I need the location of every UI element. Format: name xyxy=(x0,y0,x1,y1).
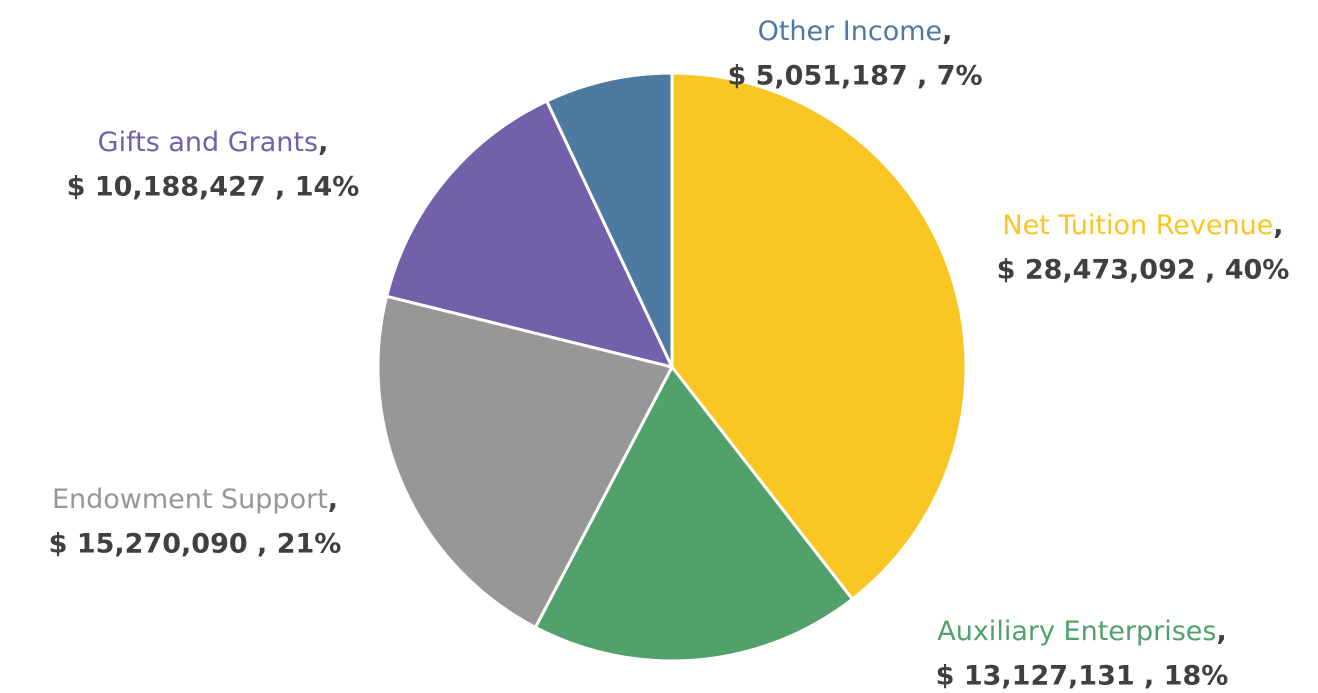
slice-name-label: Other Income, xyxy=(758,16,953,47)
category-name: Net Tuition Revenue xyxy=(1002,210,1273,241)
label-separator: , xyxy=(1216,616,1226,647)
category-name: Other Income xyxy=(758,16,943,47)
slice-value-label: $ 10,188,427 , 14% xyxy=(67,172,360,203)
slice-value-label: $ 15,270,090 , 21% xyxy=(49,529,342,560)
category-name: Gifts and Grants xyxy=(98,127,318,158)
label-separator: , xyxy=(318,127,328,158)
label-separator: , xyxy=(328,484,338,515)
category-name: Endowment Support xyxy=(52,484,328,515)
slice-name-label: Endowment Support, xyxy=(52,484,338,515)
pie-slice xyxy=(533,364,855,663)
slice-name-label: Net Tuition Revenue, xyxy=(1002,210,1283,241)
pie-slice xyxy=(544,71,674,368)
pie-slice xyxy=(384,99,675,370)
slice-name-label: Gifts and Grants, xyxy=(98,127,329,158)
label-separator: , xyxy=(942,16,952,47)
slice-value-label: $ 13,127,131 , 18% xyxy=(936,661,1229,692)
label-separator: , xyxy=(1273,210,1283,241)
pie-slice xyxy=(376,294,675,630)
slice-name-label: Auxiliary Enterprises, xyxy=(937,616,1227,647)
slice-value-label: $ 28,473,092 , 40% xyxy=(997,255,1290,286)
slice-value-label: $ 5,051,187 , 7% xyxy=(727,61,982,92)
pie-slice xyxy=(670,71,968,602)
category-name: Auxiliary Enterprises xyxy=(937,616,1216,647)
